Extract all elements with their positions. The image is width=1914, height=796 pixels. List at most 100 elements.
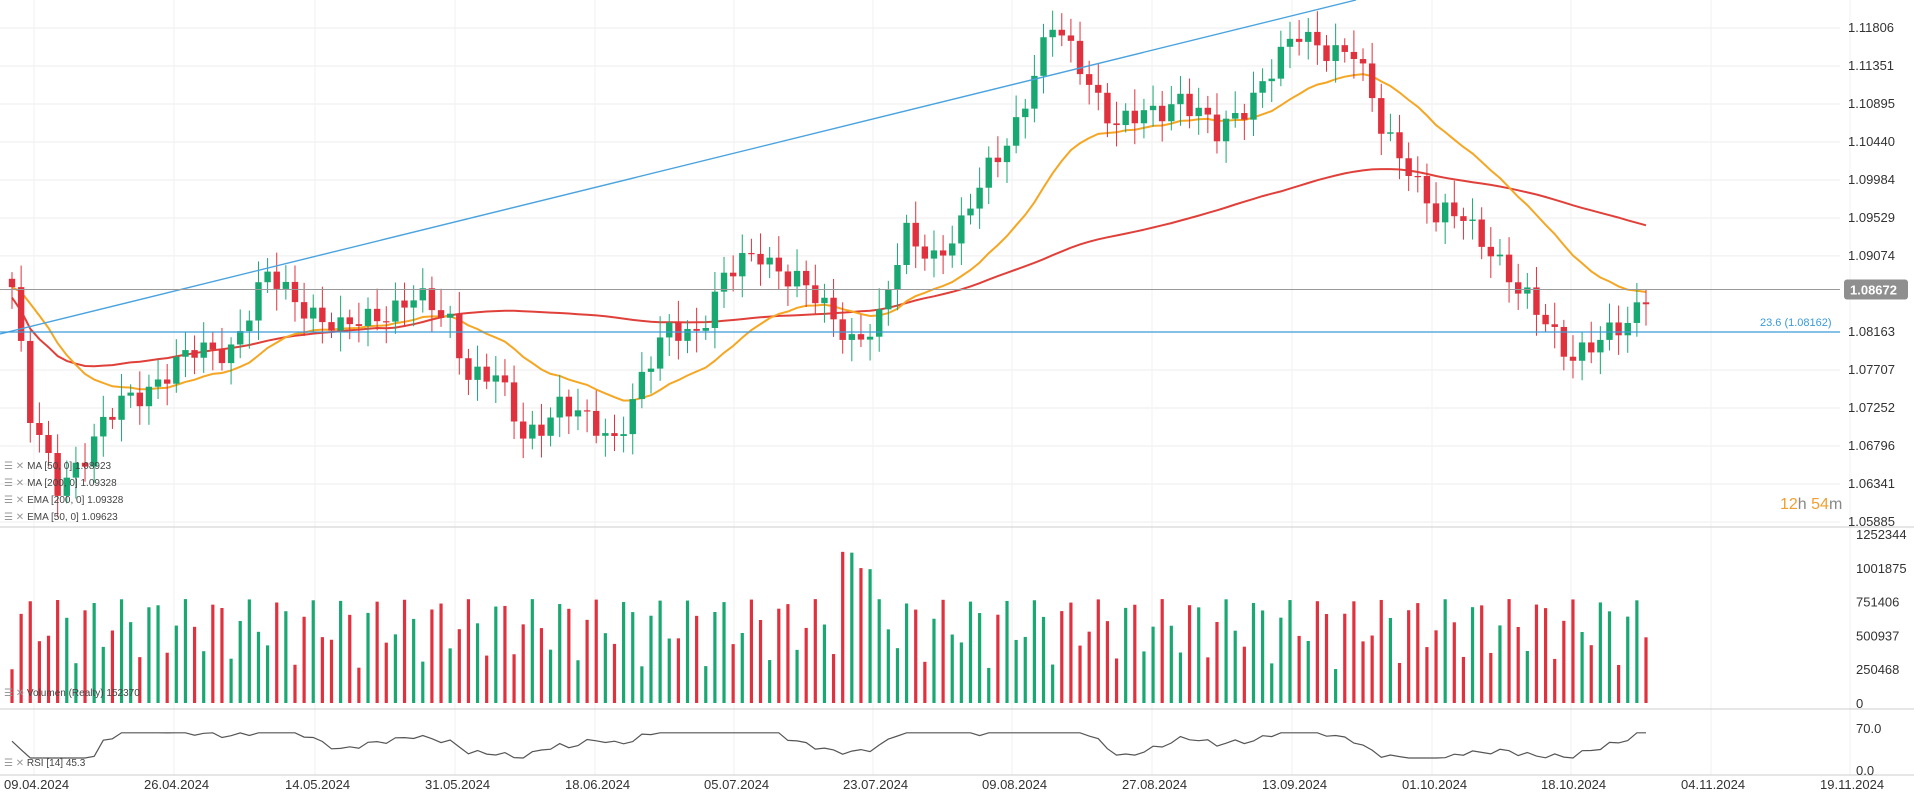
candle-body <box>1250 92 1257 120</box>
candle-body <box>1387 132 1394 134</box>
rsi-axis-label: 0.0 <box>1856 763 1874 778</box>
candle-body <box>63 477 70 496</box>
volume-bar <box>1534 604 1539 703</box>
legend-settings-icon[interactable]: ☰ ✕ <box>4 495 25 506</box>
volume-legend[interactable]: ☰ ✕ Volumen (Realty) 152370 <box>4 688 140 699</box>
volume-bar <box>119 599 124 703</box>
volume-bar <box>1142 651 1146 703</box>
volume-bar <box>1516 626 1520 703</box>
candle-body <box>1350 51 1358 60</box>
candle-body <box>1597 339 1604 353</box>
price-axis-label: 1.06796 <box>1848 438 1895 453</box>
candle-body <box>1642 302 1650 305</box>
legend-row[interactable]: ☰ ✕ EMA [200, 0] 1.09328 <box>4 495 124 506</box>
candle-body <box>1305 31 1312 42</box>
volume-bar <box>1151 626 1155 703</box>
volume-bar <box>421 661 425 703</box>
candle-body <box>1158 105 1166 122</box>
candle-body <box>967 208 974 216</box>
volume-bar <box>841 551 845 703</box>
volume-bar <box>1580 632 1584 703</box>
candle-body <box>346 317 353 325</box>
volume-bar <box>1251 602 1256 703</box>
legend-settings-icon[interactable]: ☰ ✕ <box>4 461 25 472</box>
volume-settings-icon[interactable]: ☰ ✕ <box>4 688 27 699</box>
volume-bar <box>530 599 534 703</box>
volume-bar <box>1562 620 1566 703</box>
candle-body <box>145 386 153 407</box>
volume-bar <box>1078 645 1082 703</box>
candle-body <box>355 324 363 326</box>
volume-bar <box>311 600 315 703</box>
volume-bar <box>640 666 644 703</box>
candle-body <box>492 375 500 382</box>
time-axis-label: 19.11.2024 <box>1820 777 1884 792</box>
candle-body <box>1241 113 1248 120</box>
volume-bar <box>256 631 261 703</box>
legend-row[interactable]: ☰ ✕ MA [50, 0] 1.08923 <box>4 461 112 472</box>
volume-bar <box>1215 621 1219 703</box>
rsi-settings-icon[interactable]: ☰ ✕ <box>4 758 27 769</box>
volume-axis-label: 0 <box>1856 696 1863 711</box>
candle-body <box>839 319 846 340</box>
volume-bar <box>1242 646 1246 703</box>
volume-bar <box>1370 635 1374 703</box>
volume-bar <box>229 658 233 703</box>
volume-bar <box>46 635 51 703</box>
time-axis-label: 18.10.2024 <box>1541 777 1606 792</box>
candle-body <box>1378 98 1385 134</box>
candles[interactable] <box>8 10 1650 518</box>
volume-bar <box>1261 610 1265 703</box>
legend-settings-icon[interactable]: ☰ ✕ <box>4 512 25 523</box>
candle-body <box>775 257 782 272</box>
volume-bar <box>722 602 726 703</box>
candle-body <box>1149 105 1157 111</box>
rsi-legend[interactable]: ☰ ✕ RSI [14] 45.3 <box>4 758 86 769</box>
volume-bar <box>192 626 197 703</box>
candle-body <box>17 287 25 341</box>
volume-bar <box>1288 600 1292 703</box>
candle-body <box>565 396 573 417</box>
volume-bar <box>1407 610 1411 703</box>
candle-body <box>949 243 956 256</box>
legend-settings-icon[interactable]: ☰ ✕ <box>4 478 25 489</box>
volume-bar <box>92 603 96 703</box>
candle-body <box>1204 107 1212 115</box>
candle-body <box>54 453 61 496</box>
volume-bar <box>585 619 589 703</box>
time-axis-label: 26.04.2024 <box>144 777 209 792</box>
overlay: 23.6 (1.08162) 1.08672 <box>0 0 1908 335</box>
candle-body <box>1177 93 1184 105</box>
candle-body <box>1478 219 1485 247</box>
time-axis-label: 05.07.2024 <box>704 777 769 792</box>
candle-body <box>647 368 655 372</box>
time-axis-label: 23.07.2024 <box>843 777 908 792</box>
volume-bar <box>439 603 443 703</box>
volume-bar <box>211 604 215 703</box>
volume-bar <box>1598 602 1602 703</box>
volume-bar <box>786 604 790 703</box>
time-axis-label: 01.10.2024 <box>1402 777 1467 792</box>
volume-bar <box>156 605 160 703</box>
legend-row[interactable]: ☰ ✕ MA [200, 0] 1.09328 <box>4 478 117 489</box>
volume-bar <box>576 660 580 703</box>
candle-body <box>1606 322 1613 340</box>
volume-bar <box>1507 599 1511 703</box>
volume-bar <box>1160 599 1164 703</box>
volume-bar <box>1169 625 1173 703</box>
volume-bar <box>622 602 626 703</box>
candle-body <box>1058 29 1065 36</box>
volume-bar <box>1105 621 1110 703</box>
candle-body <box>246 320 253 332</box>
volume-bar <box>731 644 735 703</box>
volume-bar <box>457 629 461 703</box>
legend-row[interactable]: ☰ ✕ EMA [50, 0] 1.09623 <box>4 512 118 523</box>
candle-body <box>401 300 408 308</box>
volume-bar <box>202 651 206 703</box>
candle-body <box>611 433 618 437</box>
candle-body <box>419 288 426 301</box>
volume-bar <box>795 649 799 703</box>
volume-bar <box>1224 599 1228 703</box>
candle-body <box>1131 110 1139 124</box>
